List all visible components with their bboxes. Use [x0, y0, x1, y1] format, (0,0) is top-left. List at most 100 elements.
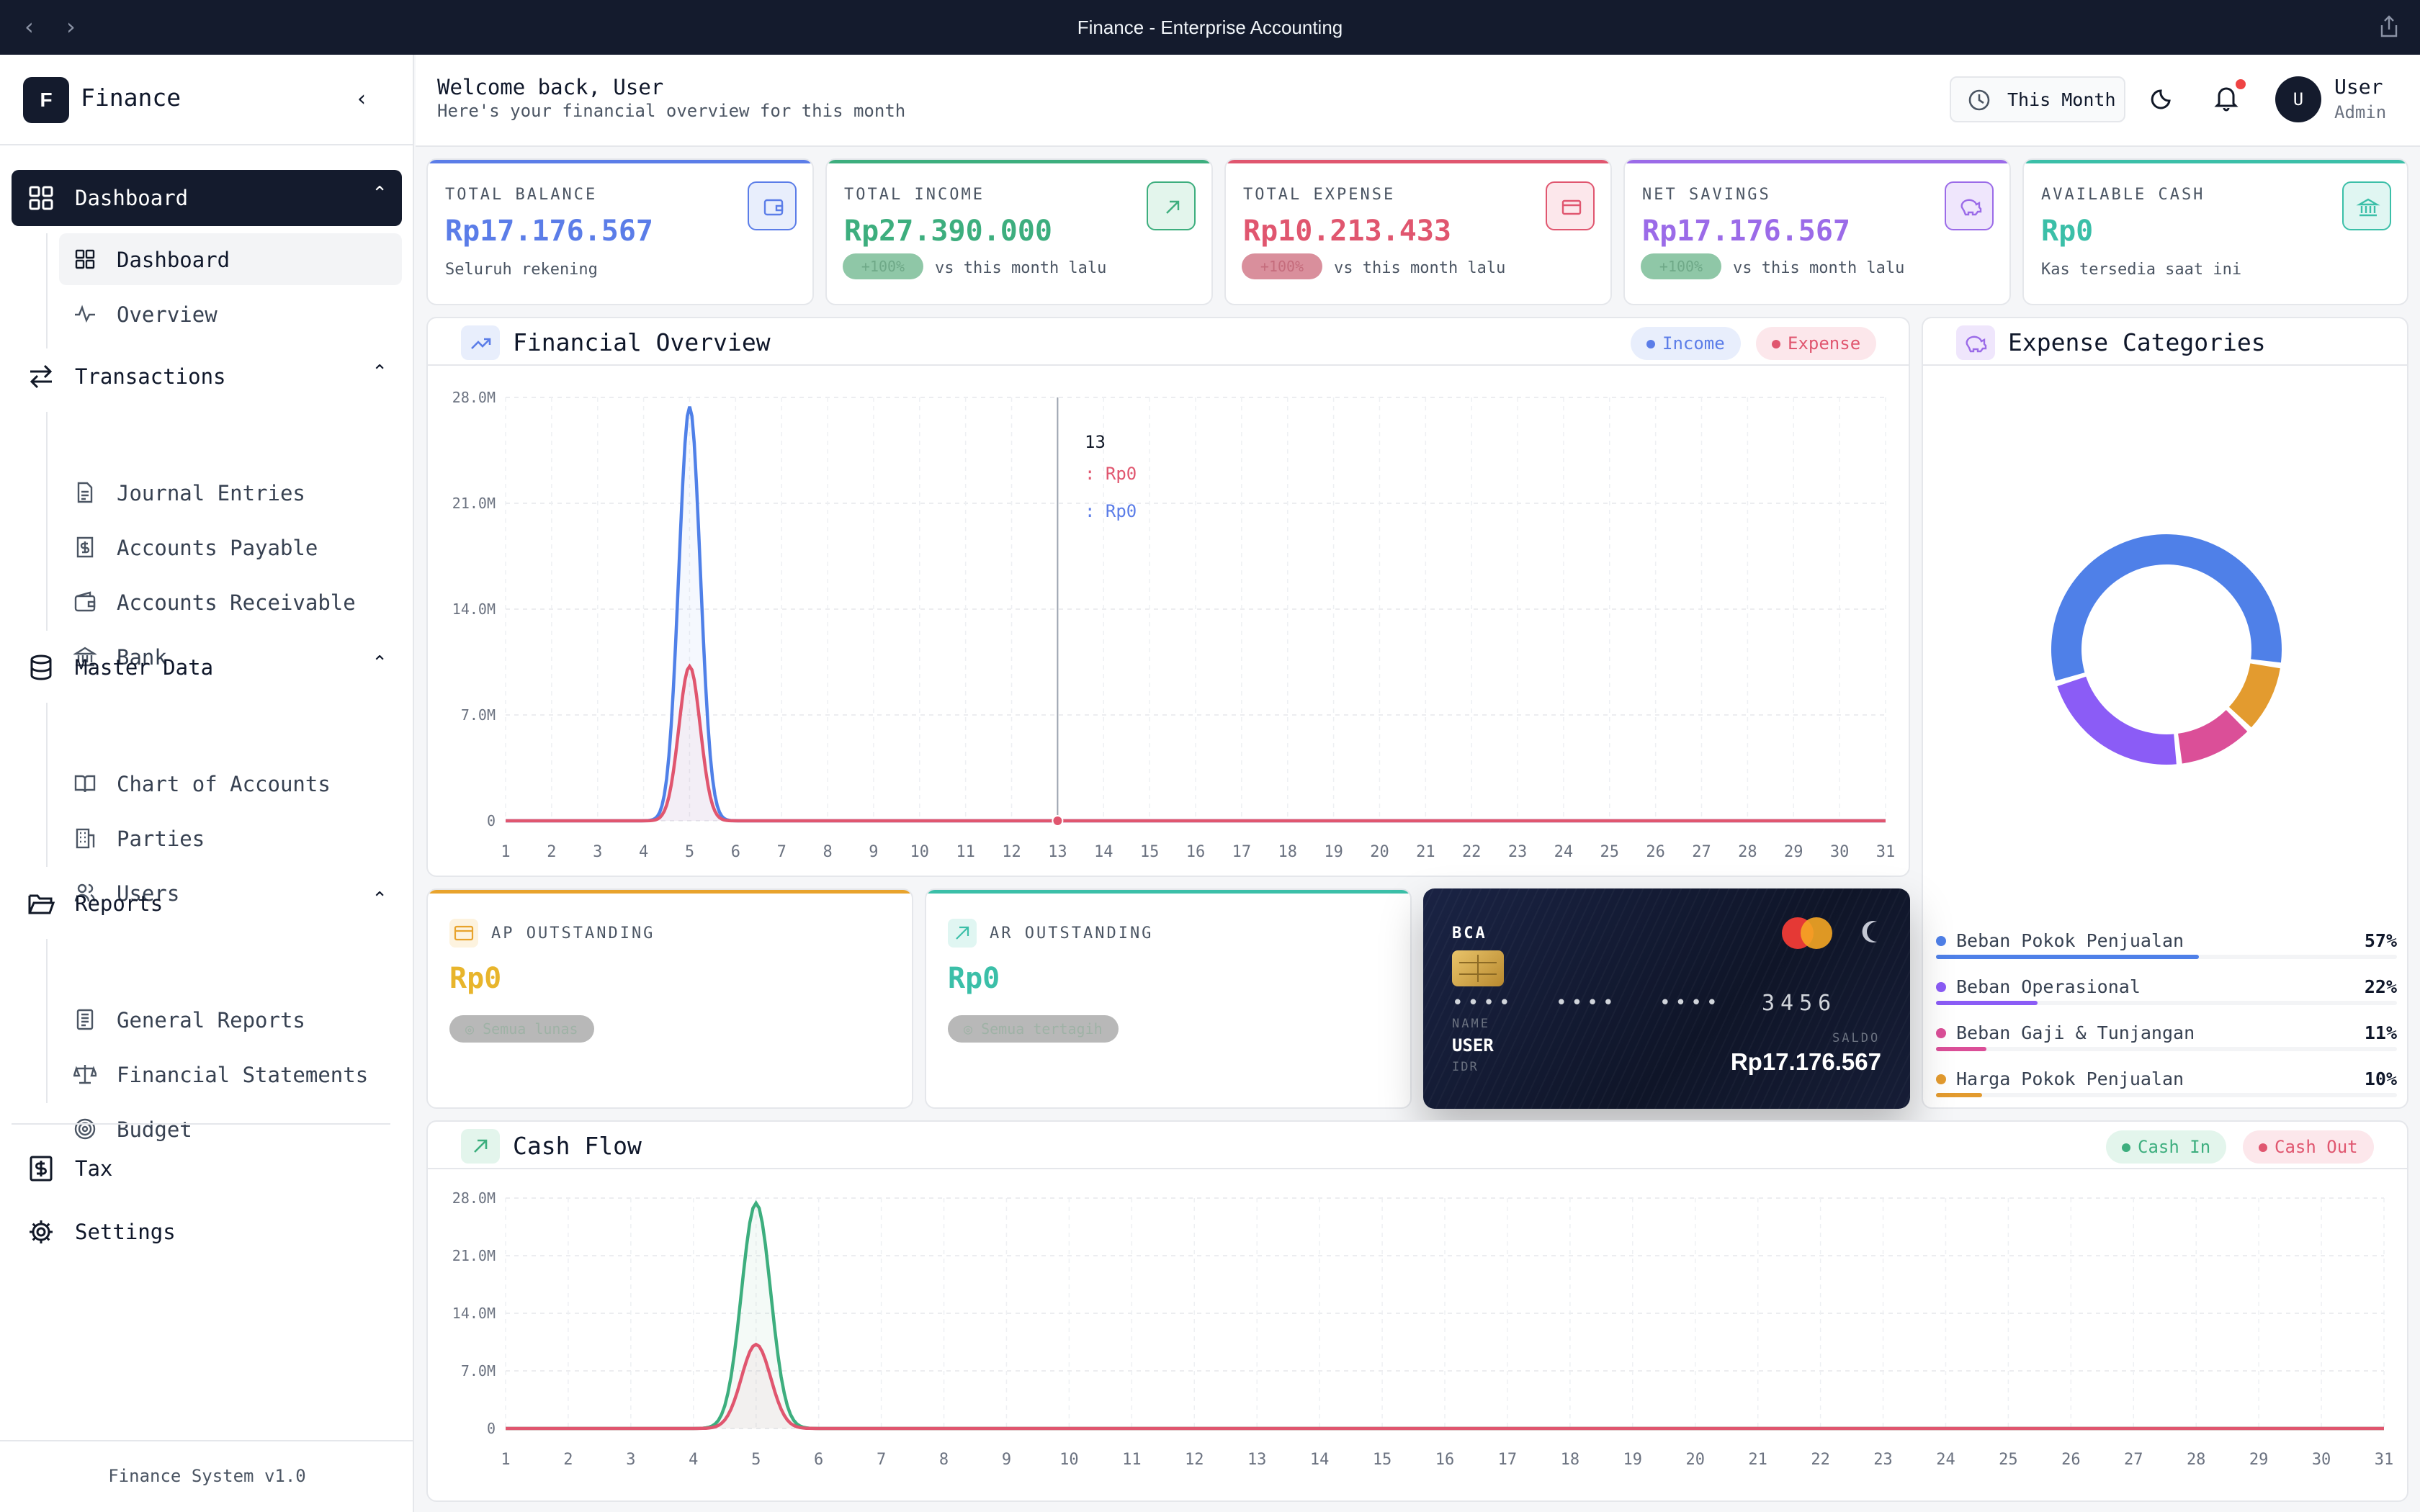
x-tick-label: 19: [1324, 843, 1343, 861]
sidebar-item-label: General Reports: [117, 1008, 305, 1032]
chevron-up-icon: ⌃: [372, 183, 387, 204]
sidebar-group-master-data[interactable]: Master Data ⌃: [12, 639, 402, 696]
back-icon[interactable]: ‹: [24, 13, 34, 40]
y-tick-label: 28.0M: [452, 389, 496, 406]
x-tick-label: 16: [1435, 1451, 1455, 1469]
x-tick-label: 5: [751, 1451, 761, 1469]
sidebar-item-users[interactable]: Users: [59, 867, 402, 919]
stat-card-available-cash[interactable]: AVAILABLE CASH Rp0 Kas tersedia saat ini: [2022, 158, 2408, 305]
card-number-group: ••••: [1452, 992, 1515, 1014]
stat-card-total-balance[interactable]: TOTAL BALANCE Rp17.176.567 Seluruh reken…: [426, 158, 814, 305]
x-tick-label: 10: [1059, 1451, 1079, 1469]
submenu-line: [46, 412, 48, 631]
category-pct: 11%: [2364, 1022, 2397, 1043]
card-number-group: ••••: [1659, 992, 1722, 1014]
file-text-icon: [77, 482, 93, 503]
sidebar-item-label: Chart of Accounts: [117, 772, 331, 796]
panel-title: Cash Flow: [513, 1132, 642, 1160]
bell-icon[interactable]: [2210, 82, 2242, 114]
card-name-label: NAME: [1452, 1017, 1490, 1031]
sidebar-item-bank[interactable]: Bank: [59, 631, 402, 683]
x-tick-label: 9: [869, 843, 878, 861]
stat-card-net-savings[interactable]: NET SAVINGS Rp17.176.567 +100% vs this m…: [1623, 158, 2011, 305]
card-accent: [2024, 160, 2407, 163]
sidebar-group-label: Master Data: [75, 655, 214, 680]
category-bar: [1936, 1047, 1987, 1051]
wallet-icon: [748, 181, 797, 230]
donut-slice-harga-pokok-penjualan: [2228, 663, 2280, 728]
x-tick-label: 10: [910, 843, 930, 861]
y-tick-label: 0: [487, 1420, 496, 1437]
avatar[interactable]: U: [2275, 76, 2321, 122]
ap-outstanding-card[interactable]: AP OUTSTANDING Rp0 ◎ Semua lunas: [426, 888, 913, 1109]
stat-badge: +100%: [843, 253, 923, 279]
sidebar-item-chart-of-accounts[interactable]: Chart of Accounts: [59, 757, 402, 809]
legend-cash-in[interactable]: Cash In: [2106, 1130, 2227, 1164]
folder-open-icon: [28, 894, 55, 914]
legend-label: Income: [1662, 333, 1725, 354]
sidebar: F Finance ‹ Dashboard ⌃ Dashboard Overvi…: [0, 55, 414, 1512]
legend-income[interactable]: Income: [1631, 327, 1741, 360]
legend-label: Cash Out: [2275, 1137, 2358, 1157]
brand-name: Finance: [81, 84, 182, 112]
stat-card-total-income[interactable]: TOTAL INCOME Rp27.390.000 +100% vs this …: [825, 158, 1213, 305]
sidebar-item-label: Bank: [117, 645, 167, 670]
ar-outstanding-card[interactable]: AR OUTSTANDING Rp0 ◎ Semua tertagih: [925, 888, 1412, 1109]
x-tick-label: 29: [2249, 1451, 2269, 1469]
stat-value: Rp17.176.567: [1642, 215, 1850, 248]
category-track: [1936, 1093, 2397, 1097]
x-tick-label: 22: [1811, 1451, 1830, 1469]
user-name[interactable]: User: [2334, 75, 2383, 99]
database-icon: [30, 654, 52, 680]
donut-slice-beban-gaji-tunjangan: [2178, 710, 2248, 764]
sidebar-item-accounts-payable[interactable]: Accounts Payable: [59, 521, 402, 573]
chip-icon: [1452, 950, 1504, 986]
moon-icon[interactable]: [2147, 82, 2179, 114]
card-accent: [827, 160, 1211, 163]
category-dot: [1936, 1074, 1946, 1084]
bank-card[interactable]: BCA •••• •••• •••• 3456 NAME USER IDR SA…: [1423, 888, 1910, 1109]
legend-cash-out[interactable]: Cash Out: [2243, 1130, 2374, 1164]
sidebar-item-settings[interactable]: Settings: [12, 1204, 402, 1260]
sidebar-item-dashboard[interactable]: Dashboard: [59, 233, 402, 285]
share-icon[interactable]: [2378, 14, 2400, 39]
sidebar-item-accounts-receivable[interactable]: Accounts Receivable: [59, 576, 402, 628]
period-selector[interactable]: This Month: [1950, 76, 2125, 122]
y-tick-label: 21.0M: [452, 1247, 496, 1264]
expense-donut-chart[interactable]: [2044, 527, 2289, 772]
legend-label: Expense: [1788, 333, 1861, 354]
legend-expense[interactable]: Expense: [1756, 327, 1877, 360]
x-tick-label: 24: [1936, 1451, 1955, 1469]
category-name: Beban Operasional: [1956, 976, 2141, 997]
sidebar-item-overview[interactable]: Overview: [59, 288, 402, 340]
card-number-group: ••••: [1556, 992, 1618, 1014]
welcome-subtitle: Here's your financial overview for this …: [437, 101, 906, 121]
sidebar-item-journal-entries[interactable]: Journal Entries: [59, 467, 402, 518]
tooltip-income: : Rp0: [1085, 501, 1137, 521]
sidebar-item-tax[interactable]: Tax: [12, 1140, 402, 1197]
category-pct: 10%: [2364, 1068, 2397, 1089]
x-tick-label: 8: [939, 1451, 949, 1469]
x-tick-label: 30: [1830, 843, 1850, 861]
collapse-sidebar-icon[interactable]: ‹: [357, 86, 366, 112]
x-tick-label: 12: [1185, 1451, 1204, 1469]
sidebar-group-dashboard[interactable]: Dashboard ⌃: [12, 170, 402, 226]
donut-slice-beban-pokok-penjualan: [2051, 534, 2282, 681]
stat-label: NET SAVINGS: [1642, 186, 1771, 204]
welcome-title: Welcome back, User: [437, 75, 664, 99]
sidebar-group-reports[interactable]: Reports ⌃: [12, 876, 402, 932]
forward-icon[interactable]: ›: [66, 13, 76, 40]
sidebar-item-financial-statements[interactable]: Financial Statements: [59, 1048, 402, 1100]
sidebar-item-parties[interactable]: Parties: [59, 812, 402, 864]
sidebar-item-general-reports[interactable]: General Reports: [59, 994, 402, 1045]
arrow-up-right-icon: [948, 919, 977, 948]
y-tick-label: 28.0M: [452, 1189, 496, 1207]
x-tick-label: 28: [1738, 843, 1757, 861]
users-icon: [74, 883, 96, 902]
expense-categories-panel: Expense Categories Beban Pokok Penjualan…: [1922, 317, 2408, 1109]
sidebar-item-budget[interactable]: Budget: [59, 1103, 402, 1155]
stat-card-total-expense[interactable]: TOTAL EXPENSE Rp10.213.433 +100% vs this…: [1224, 158, 1612, 305]
sidebar-group-transactions[interactable]: Transactions ⌃: [12, 348, 402, 405]
